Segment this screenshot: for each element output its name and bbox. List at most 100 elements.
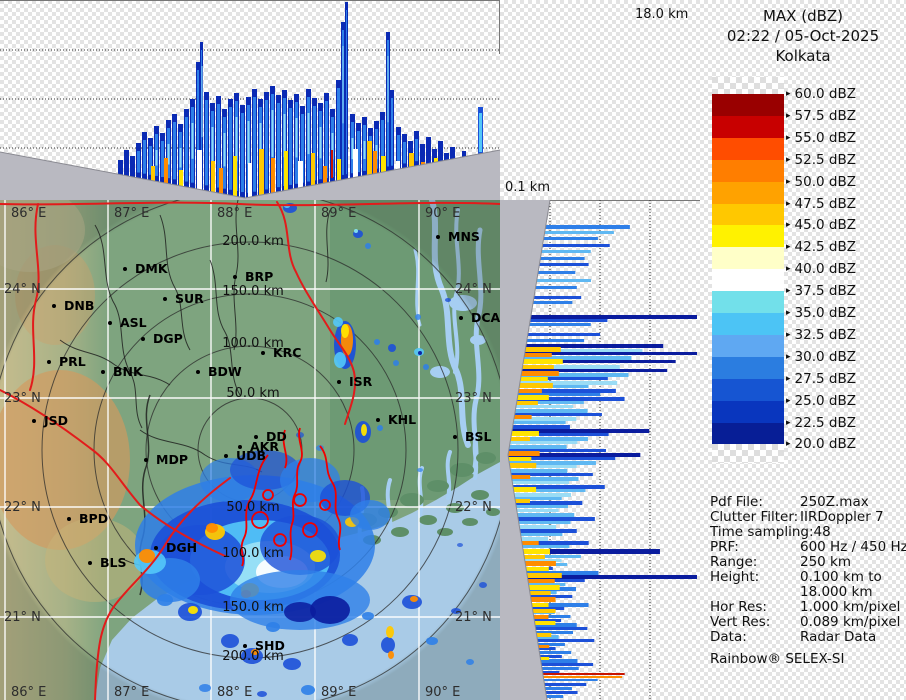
metadata-label: Hor Res:: [710, 599, 767, 615]
side-height-profile-panel: [500, 200, 700, 700]
legend-color-band: [712, 225, 784, 248]
city-marker: JSD: [32, 413, 68, 428]
legend-tick-icon: ▸: [786, 89, 791, 99]
legend-color-band: [712, 247, 784, 270]
city-code-label: AKR: [250, 439, 279, 454]
city-code-label: BDW: [208, 364, 242, 379]
legend-entry-label: 60.0 dBZ: [794, 86, 856, 102]
legend-tick-icon: ▸: [786, 329, 791, 340]
legend-entry-label: 22.5 dBZ: [794, 414, 856, 431]
legend-entry-label: 50.0 dBZ: [794, 173, 856, 190]
metadata-row: Hor Res: 1.000 km/pixel: [710, 599, 902, 615]
top-height-profile-panel: [0, 0, 501, 200]
city-marker: DMK: [123, 261, 169, 276]
longitude-label: 89° E: [321, 206, 356, 221]
metadata-row: 18.000 km: [710, 584, 902, 600]
legend-color-band: [712, 203, 784, 226]
city-code-label: SHD: [255, 638, 285, 653]
longitude-label: 86° E: [11, 206, 46, 221]
reflectivity-echoes: [134, 203, 487, 697]
city-code-label: JSD: [43, 413, 68, 428]
station-name: Kolkata: [775, 47, 831, 65]
city-marker: DGP: [141, 331, 183, 346]
legend-tick-icon: ▸: [786, 242, 791, 253]
legend-entry: ▸ 40.0 dBZ: [786, 261, 856, 277]
legend-tick-icon: ▸: [786, 417, 791, 428]
legend-entry: ▸ 55.0 dBZ: [786, 130, 856, 146]
max-height-label: 18.0 km: [635, 7, 689, 22]
legend-entry-label: 25.0 dBZ: [794, 392, 856, 409]
legend-entry: ▸ 50.0 dBZ: [786, 174, 856, 190]
latitude-label: 23° N: [455, 391, 492, 406]
latlon-grid: [0, 200, 500, 700]
city-code-label: PRL: [59, 354, 86, 369]
city-code-label: DMK: [135, 261, 169, 276]
longitude-label: 90° E: [425, 206, 460, 221]
range-ring-label: 200.0 km: [222, 649, 284, 664]
range-ring-label: 100.0 km: [222, 546, 284, 561]
legend-entry-label: 30.0 dBZ: [794, 348, 856, 365]
legend-tick-icon: ▸: [786, 286, 791, 297]
city-marker: MNS: [436, 229, 480, 244]
metadata-label: Pdf File:: [710, 494, 763, 510]
latitude-label: 21° N: [455, 610, 492, 625]
legend-tick-icon: ▸: [786, 154, 791, 165]
city-marker: BNK: [101, 364, 144, 379]
latitude-label: 24° N: [4, 282, 41, 297]
legend-entry: ▸ 32.5 dBZ: [786, 327, 856, 343]
blind-cone-mask-side: [500, 200, 550, 700]
city-code-label: DGH: [166, 540, 197, 555]
metadata-label: Vert Res:: [710, 614, 771, 630]
metadata-row: Range: 250 km: [710, 554, 902, 570]
city-marker: UDB: [224, 448, 266, 463]
title-block: MAX (dBZ) 02:22 / 05-Oct-2025 Kolkata: [700, 6, 906, 66]
legend-entry-label: 45.0 dBZ: [794, 217, 856, 234]
metadata-row: Clutter Filter: IIRDoppler 7: [710, 509, 902, 525]
city-code-label: BLS: [100, 555, 127, 570]
legend-color-band: [712, 378, 784, 402]
range-ring-label: 150.0 km: [222, 600, 284, 615]
metadata-label: Range:: [710, 554, 758, 570]
legend-entry: ▸ 25.0 dBZ: [786, 393, 856, 409]
legend-entry: ▸ 42.5 dBZ: [786, 239, 856, 255]
legend-entry: ▸ 30.0 dBZ: [786, 349, 856, 365]
latitude-label: 22° N: [4, 500, 41, 515]
legend-transparent-band: [712, 444, 784, 464]
longitude-label: 86° E: [11, 685, 46, 700]
city-marker: ASL: [108, 315, 147, 330]
legend-tick-icon: ▸: [786, 110, 791, 121]
metadata-value: 0.089 km/pixel: [800, 614, 901, 630]
legend-color-band: [712, 94, 784, 117]
city-code-label: DD: [266, 429, 287, 444]
longitude-label: 88° E: [217, 206, 252, 221]
city-marker: BPD: [67, 511, 108, 526]
city-marker: BSL: [453, 429, 492, 444]
product-title: MAX (dBZ): [762, 7, 844, 25]
legend-color-band: [712, 334, 784, 358]
metadata-value: 1.000 km/pixel: [800, 599, 901, 615]
metadata-value: 250Z.max: [800, 494, 869, 510]
metadata-row: Height: 0.100 km to: [710, 569, 902, 585]
state-borders: [0, 201, 500, 700]
city-code-label: BPD: [79, 511, 108, 526]
metadata-row: Pdf File: 250Z.max: [710, 494, 902, 510]
legend-sidebar: MAX (dBZ) 02:22 / 05-Oct-2025 Kolkata ▸ 6…: [700, 0, 906, 700]
city-marker: DNB: [52, 298, 94, 313]
metadata-value: 600 Hz / 450 Hz: [800, 539, 906, 555]
city-marker: MDP: [144, 452, 188, 467]
legend-entry-label: 52.5 dBZ: [794, 151, 856, 168]
metadata-row: Data: Radar Data: [710, 629, 902, 645]
metadata-value: Radar Data: [800, 629, 877, 645]
legend-color-band: [712, 291, 784, 314]
legend-tick-icon: ▸: [786, 351, 791, 362]
metadata-label: PRF:: [710, 539, 739, 555]
legend-color-band: [712, 313, 784, 336]
latitude-label: 23° N: [4, 391, 41, 406]
legend-tick-icon: ▸: [786, 198, 791, 209]
legend-color-band: [712, 400, 784, 423]
city-code-label: DGP: [153, 331, 183, 346]
legend-entry-label: 27.5 dBZ: [794, 370, 856, 387]
city-code-label: DCA: [471, 310, 500, 325]
city-code-label: BRP: [245, 269, 273, 284]
legend-transparent-band: [712, 77, 784, 94]
